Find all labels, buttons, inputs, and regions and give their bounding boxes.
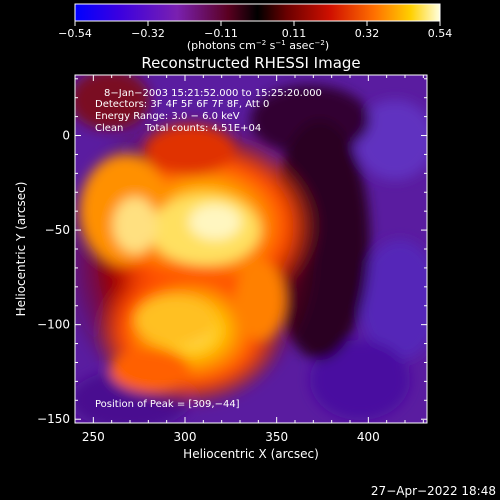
- heatmap-image: [75, 75, 427, 423]
- x-tick-label: 250: [82, 430, 105, 444]
- annotation-time-range: 8−Jan−2003 15:21:52.000 to 15:25:20.000: [104, 88, 322, 99]
- colorbar-tick-label: −0.11: [204, 27, 238, 40]
- colorbar-tick-label: 0.32: [355, 27, 380, 40]
- y-tick-label: −150: [37, 412, 70, 426]
- y-tick-label: −50: [45, 223, 70, 237]
- annotation-method: Clean: [95, 123, 123, 134]
- x-tick-label: 400: [357, 430, 380, 444]
- x-axis-ticks: 250 300 350 400: [82, 75, 424, 444]
- annotation-peak-position: Position of Peak = [309,−44]: [95, 399, 240, 410]
- x-tick-label: 300: [174, 430, 197, 444]
- colorbar-tick-label: 0.54: [428, 27, 453, 40]
- colorbar-unit-label: (photons cm−2 s−1 asec−2): [187, 39, 329, 52]
- colorbar-tick-label: 0.11: [282, 27, 307, 40]
- colorbar-tick-label: −0.54: [58, 27, 92, 40]
- y-tick-label: 0: [62, 129, 70, 143]
- timestamp: 27−Apr−2022 18:48: [371, 484, 496, 498]
- y-tick-label: −100: [37, 318, 70, 332]
- colorbar-tick-label: −0.32: [131, 27, 165, 40]
- annotation-detectors: Detectors: 3F 4F 5F 6F 7F 8F, Att 0: [95, 99, 269, 110]
- y-axis-label: Heliocentric Y (arcsec): [14, 182, 28, 317]
- colorbar-gradient: [74, 3, 441, 22]
- chart-title: Reconstructed RHESSI Image: [141, 54, 360, 72]
- annotation-total-counts: Total counts: 4.51E+04: [144, 123, 261, 134]
- annotation-energy-range: Energy Range: 3.0 − 6.0 keV: [95, 111, 240, 122]
- x-tick-label: 350: [265, 430, 288, 444]
- x-axis-label: Heliocentric X (arcsec): [183, 447, 319, 461]
- colorbar-ticks: −0.54 −0.32 −0.11 0.11 0.32 0.54: [58, 21, 452, 40]
- colorbar: −0.54 −0.32 −0.11 0.11 0.32 0.54 (photons cm−…: [58, 3, 452, 52]
- y-axis-ticks: 0 −50 −100 −150: [37, 78, 427, 426]
